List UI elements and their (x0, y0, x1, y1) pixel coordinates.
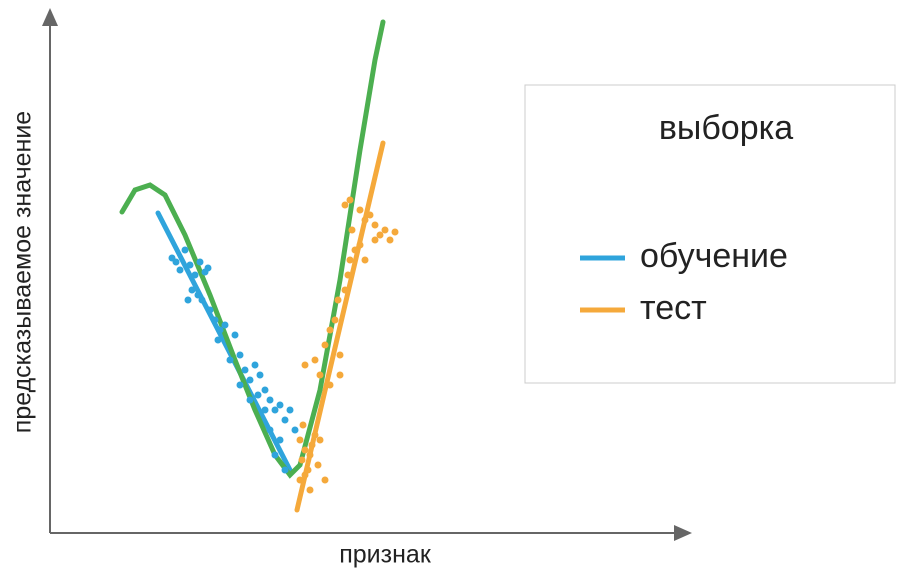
legend-title: выборка (659, 109, 793, 147)
point (298, 456, 306, 464)
point (344, 271, 352, 279)
point (261, 386, 269, 394)
point (276, 401, 284, 409)
point (316, 436, 324, 444)
y-arrow (42, 8, 58, 26)
legend: обучение тест (580, 237, 788, 327)
point (311, 431, 319, 439)
point (231, 331, 239, 339)
point (301, 446, 309, 454)
point (176, 266, 184, 274)
point (356, 241, 364, 249)
point (226, 356, 234, 364)
point (371, 236, 379, 244)
point (306, 451, 314, 459)
point (172, 258, 180, 266)
point (271, 451, 279, 459)
point (301, 471, 309, 479)
point (221, 321, 229, 329)
point (206, 306, 214, 314)
point (336, 371, 344, 379)
point (196, 258, 204, 266)
point (346, 256, 354, 264)
point (214, 336, 222, 344)
point (296, 436, 304, 444)
point (311, 356, 319, 364)
point (356, 206, 364, 214)
point (296, 476, 304, 484)
plot-area (119, 19, 399, 513)
point (256, 371, 264, 379)
legend-label: тест (640, 289, 707, 327)
point (266, 396, 274, 404)
point (299, 421, 307, 429)
point (236, 381, 244, 389)
point (376, 231, 384, 239)
point (216, 326, 224, 334)
point (301, 361, 309, 369)
point (286, 406, 294, 414)
point (251, 361, 259, 369)
point (204, 264, 212, 272)
point (246, 396, 254, 404)
point (321, 476, 329, 484)
point (351, 246, 359, 254)
point (191, 271, 199, 279)
point (211, 316, 219, 324)
point (306, 486, 314, 494)
point (194, 291, 202, 299)
point (341, 286, 349, 294)
point (246, 376, 254, 384)
point (336, 351, 344, 359)
point (308, 441, 316, 449)
point (241, 366, 249, 374)
point (321, 341, 329, 349)
fit-line (119, 19, 386, 479)
point (254, 391, 262, 399)
point (341, 201, 349, 209)
point (366, 211, 374, 219)
point (334, 296, 342, 304)
point (271, 406, 279, 414)
point (361, 256, 369, 264)
point (236, 351, 244, 359)
point (361, 216, 369, 224)
point (371, 221, 379, 229)
point (314, 461, 322, 469)
point (331, 316, 339, 324)
point (291, 426, 299, 434)
point (266, 426, 274, 434)
point (186, 261, 194, 269)
point (391, 228, 399, 236)
point (348, 226, 356, 234)
point (261, 406, 269, 414)
point (276, 436, 284, 444)
legend-label: обучение (640, 237, 788, 275)
point (281, 466, 289, 474)
x-axis-label: признак (339, 541, 432, 569)
point (181, 246, 189, 254)
point (184, 296, 192, 304)
point (188, 286, 196, 294)
point (326, 381, 334, 389)
point (281, 416, 289, 424)
legend-box (524, 84, 896, 384)
x-arrow (674, 525, 692, 541)
point (326, 326, 334, 334)
point (381, 226, 389, 234)
point (386, 236, 394, 244)
fit-line (294, 140, 386, 513)
point (316, 371, 324, 379)
point (346, 196, 354, 204)
y-axis-label: предсказываемое значение (9, 111, 37, 433)
point (198, 296, 206, 304)
